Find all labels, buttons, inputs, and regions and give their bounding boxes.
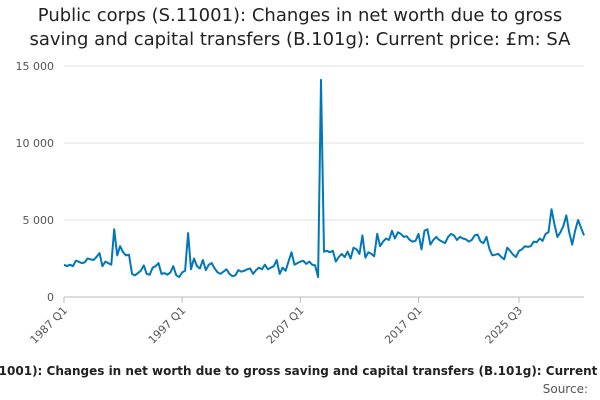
chart-title: Public corps (S.11001): Changes in net w… (0, 4, 600, 52)
y-tick-label: 15 000 (16, 60, 55, 73)
x-tick-label: 1997 Q1 (146, 304, 189, 347)
y-tick-label: 5 000 (23, 214, 55, 227)
legend-series-label: Public corps (S.11001): Changes in net w… (0, 364, 600, 378)
y-tick-label: 0 (47, 291, 54, 304)
legend: Public corps (S.11001): Changes in net w… (0, 364, 600, 382)
x-tick-label: 2025 Q3 (483, 304, 526, 347)
source-label: Source: (542, 382, 588, 396)
series-line (63, 78, 585, 278)
chart-title-line-1: Public corps (S.11001): Changes in net w… (37, 5, 563, 26)
x-axis: 1987 Q1 1997 Q1 2007 Q1 2017 Q1 2025 Q3 (28, 296, 584, 347)
x-tick-label: 2017 Q1 (382, 304, 425, 347)
gridlines (64, 65, 584, 298)
x-tick-label: 2007 Q1 (264, 304, 307, 347)
y-tick-label: 10 000 (16, 137, 55, 150)
x-tick-label: 1987 Q1 (28, 304, 71, 347)
chart-title-line-2: saving and capital transfers (B.101g): C… (29, 29, 571, 50)
y-axis: 0 5 000 10 000 15 000 (16, 60, 55, 304)
